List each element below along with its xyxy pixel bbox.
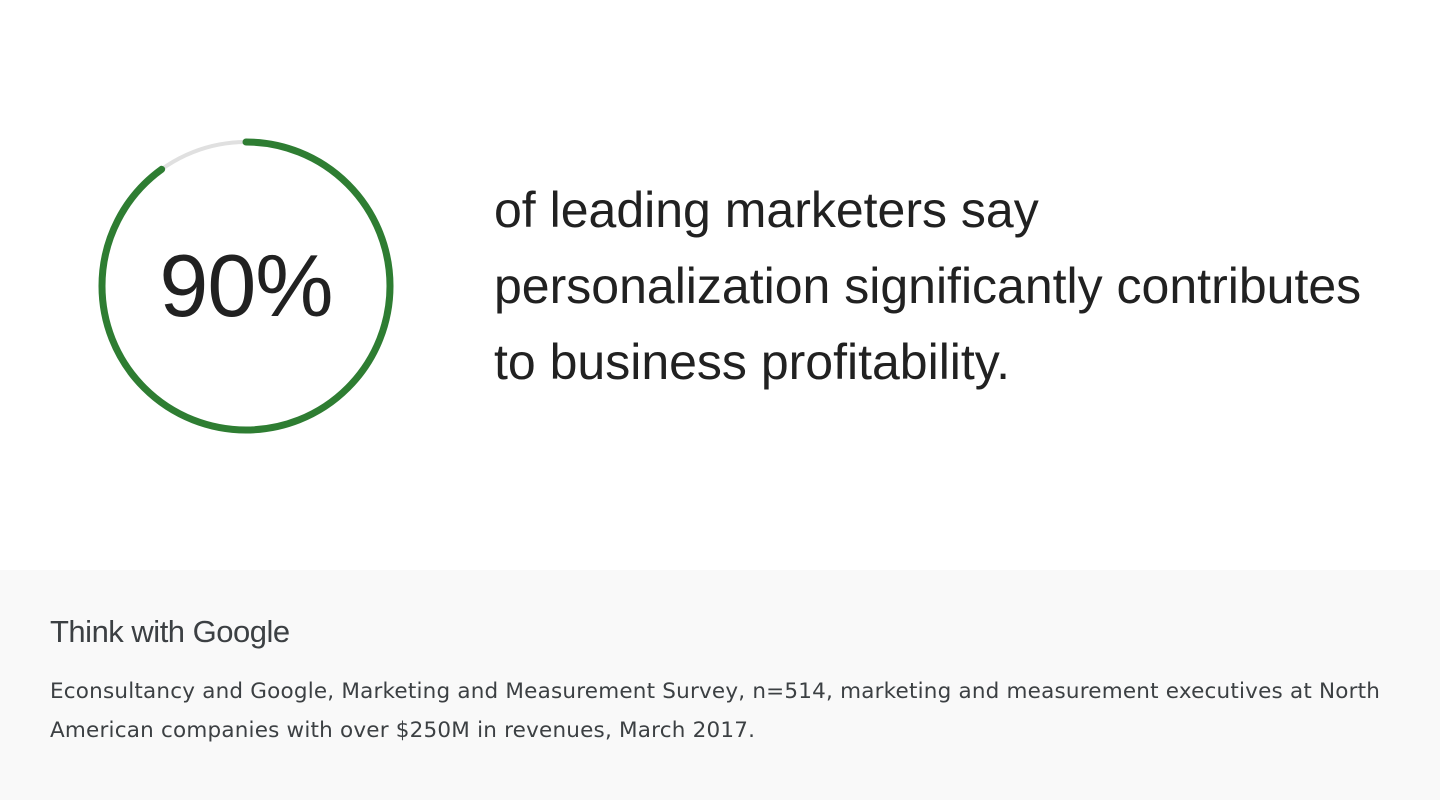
progress-ring (98, 138, 394, 434)
progress-ring-fill (98, 138, 394, 434)
footer (0, 570, 1440, 800)
stat-value: 90% (159, 236, 333, 335)
think-with-google-logo: Think with Google (50, 614, 290, 649)
statement-text: of leading marketers say personalization… (494, 182, 1362, 390)
source-citation: Econsultancy and Google, Marketing and M… (50, 679, 1381, 743)
